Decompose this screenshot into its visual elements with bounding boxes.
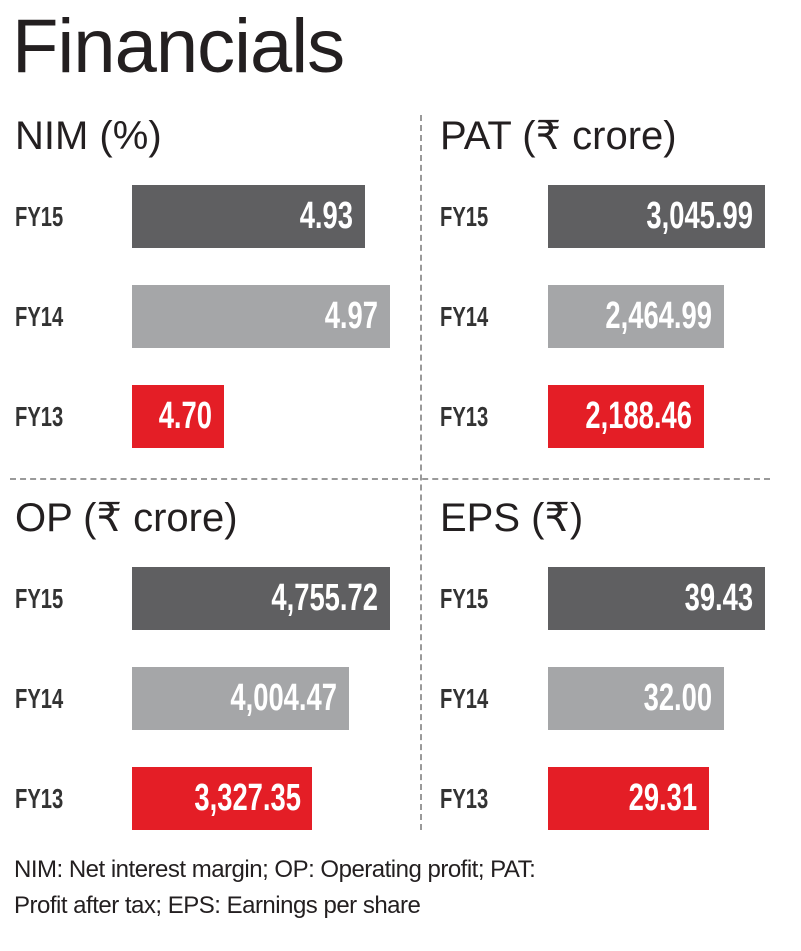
- bar-fy14: 32.00: [548, 667, 725, 730]
- data-label: 4,004.47: [230, 677, 338, 719]
- panel-title: NIM (%): [15, 114, 162, 158]
- bar-fy15: 39.43: [548, 567, 765, 630]
- panel-title: EPS (₹): [440, 496, 584, 540]
- bar-fy13: 29.31: [548, 767, 710, 830]
- footnote-line-1: NIM: Net interest margin; OP: Operating …: [14, 856, 536, 883]
- vertical-divider: [420, 115, 422, 830]
- data-label: 39.43: [684, 577, 753, 619]
- bar-fy13: 4.70: [132, 385, 225, 448]
- category-label: FY15: [440, 583, 489, 614]
- data-label: 4.93: [300, 195, 354, 237]
- data-label: 4,755.72: [271, 577, 378, 619]
- category-label: FY14: [440, 301, 489, 332]
- bar-fy15: 4.93: [132, 185, 366, 248]
- panel-title: OP (₹ crore): [15, 496, 238, 540]
- bar-fy13: 2,188.46: [548, 385, 704, 448]
- page-title: Financials: [12, 4, 345, 89]
- data-label: 3,045.99: [646, 195, 753, 237]
- bar-fy13: 3,327.35: [132, 767, 313, 830]
- category-label: FY15: [440, 201, 489, 232]
- category-label: FY15: [15, 201, 64, 232]
- category-label: FY14: [15, 301, 64, 332]
- category-label: FY13: [15, 783, 64, 814]
- category-label: FY13: [440, 783, 489, 814]
- category-label: FY14: [440, 683, 489, 714]
- bar-fy14: 4.97: [132, 285, 390, 348]
- bar-fy14: 2,464.99: [548, 285, 724, 348]
- data-label: 29.31: [628, 777, 698, 819]
- data-label: 32.00: [643, 677, 713, 719]
- horizontal-divider: [10, 478, 770, 480]
- data-label: 2,188.46: [585, 395, 692, 437]
- category-label: FY15: [15, 583, 64, 614]
- footnote: NIM: Net interest margin; OP: Operating …: [14, 852, 794, 924]
- bar-fy15: 4,755.72: [132, 567, 390, 630]
- data-label: 2,464.99: [605, 295, 712, 337]
- data-label: 4.97: [324, 295, 378, 337]
- category-label: FY14: [15, 683, 64, 714]
- data-label: 3,327.35: [193, 777, 301, 819]
- footnote-line-2: Profit after tax; EPS: Earnings per shar…: [14, 892, 421, 919]
- bar-fy15: 3,045.99: [548, 185, 765, 248]
- panel-title: PAT (₹ crore): [440, 114, 677, 158]
- category-label: FY13: [440, 401, 489, 432]
- bar-fy14: 4,004.47: [132, 667, 350, 730]
- category-label: FY13: [15, 401, 64, 432]
- data-label: 4.70: [158, 395, 213, 437]
